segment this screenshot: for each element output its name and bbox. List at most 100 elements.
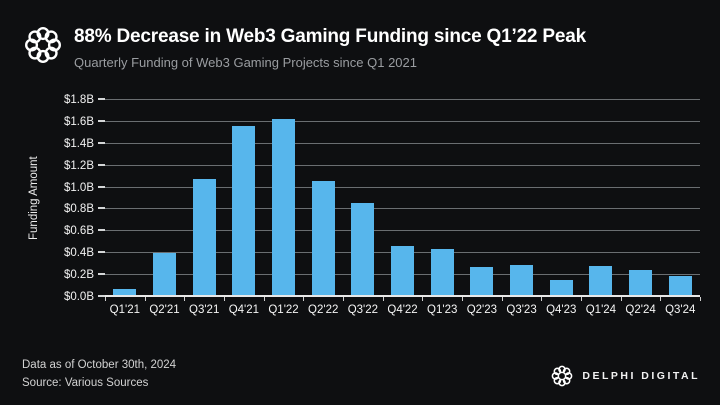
- x-tick-mark: [263, 297, 265, 301]
- x-tick-mark: [541, 297, 543, 301]
- x-tick-label: Q4'21: [228, 304, 260, 316]
- x-tick-label: Q2'21: [149, 304, 180, 316]
- brand-wordmark: DELPHI DIGITAL: [582, 370, 700, 382]
- x-tick-mark: [184, 297, 186, 301]
- x-tick-label: Q1'21: [109, 304, 140, 316]
- y-tick-label: $0.2B: [63, 269, 94, 282]
- gridline: [105, 295, 700, 297]
- x-tick-label: Q1'24: [585, 304, 617, 316]
- bar: [311, 181, 335, 297]
- x-tick-mark: [501, 297, 503, 301]
- x-tick-label: Q3'21: [189, 304, 220, 316]
- gridline: [105, 164, 700, 166]
- y-tick-label: $0.0B: [63, 291, 94, 303]
- x-tick-mark: [581, 297, 582, 301]
- bar: [629, 269, 653, 297]
- y-tick-mark: [98, 251, 105, 254]
- bar: [430, 248, 454, 297]
- bar-column: [422, 100, 462, 297]
- x-tick-mark: [144, 297, 146, 301]
- y-tick-mark: [98, 163, 105, 166]
- bar-column: [105, 100, 145, 297]
- y-tick-label: $1.6B: [63, 115, 94, 128]
- source-note: Source: Various Sources: [22, 377, 149, 389]
- bar: [192, 178, 216, 297]
- data-as-of-note: Data as of October 30th, 2024: [22, 359, 177, 371]
- x-tick-mark: [105, 297, 106, 301]
- gridline: [105, 120, 700, 122]
- header-text: 88% Decrease in Web3 Gaming Funding sinc…: [74, 24, 586, 70]
- y-tick-label: $1.0B: [63, 181, 94, 194]
- y-tick-label: $1.4B: [63, 137, 94, 150]
- x-tick-mark: [620, 297, 622, 301]
- y-tick-label: $0.4B: [63, 247, 94, 260]
- x-tick-mark: [224, 297, 225, 301]
- x-tick-mark: [660, 297, 662, 301]
- y-tick-label: $0.8B: [63, 203, 94, 216]
- x-tick-label: Q4'23: [546, 304, 577, 316]
- x-tick-label: Q4'22: [387, 304, 418, 316]
- delphi-ring-logo-icon: [550, 364, 574, 388]
- x-tick-mark: [343, 297, 344, 301]
- bars-container: [105, 100, 700, 297]
- bar: [232, 126, 256, 297]
- bar: [589, 266, 613, 297]
- x-tick-mark: [422, 297, 424, 301]
- x-tick-mark: [462, 297, 463, 301]
- bar: [153, 253, 176, 297]
- bar-column: [581, 100, 621, 297]
- x-tick-label: Q3'23: [506, 304, 537, 316]
- plot-area: [98, 98, 701, 301]
- delphi-ring-logo-icon: [22, 24, 64, 66]
- bar-column: [660, 100, 700, 297]
- bar-column: [303, 100, 343, 297]
- gridline: [105, 142, 700, 144]
- footer-notes: Data as of October 30th, 2024 Source: Va…: [22, 356, 176, 392]
- y-tick-mark: [98, 273, 105, 276]
- bar: [668, 276, 692, 297]
- y-axis-title: Funding Amount: [28, 156, 40, 241]
- x-tick-label: Q2'24: [625, 304, 656, 316]
- bar-column: [383, 100, 423, 297]
- bar-column: [541, 100, 581, 297]
- bar: [391, 245, 415, 297]
- bar: [113, 289, 137, 297]
- bar-column: [343, 100, 383, 297]
- y-tick-mark: [98, 295, 105, 297]
- bar: [470, 267, 494, 297]
- x-tick-label: Q1'22: [268, 304, 299, 316]
- x-tick-label: Q2'22: [308, 304, 339, 316]
- bar-column: [502, 100, 542, 297]
- bar-column: [184, 100, 224, 297]
- x-tick-mark: [303, 297, 305, 301]
- x-tick-label: Q1'23: [427, 304, 458, 316]
- y-tick-mark: [98, 119, 105, 122]
- x-tick-label: Q3'24: [665, 304, 696, 316]
- x-axis-labels: Q1'21 Q2'21 Q3'21 Q4'21 Q1'22 Q2'22 Q3'22 Q4'22…: [105, 304, 700, 316]
- header: 88% Decrease in Web3 Gaming Funding sinc…: [22, 24, 698, 70]
- bar: [510, 265, 534, 297]
- bar-column: [264, 100, 304, 297]
- bar-column: [145, 100, 185, 297]
- y-tick-label: $0.6B: [63, 225, 94, 238]
- brand-lockup: DELPHI DIGITAL: [550, 364, 700, 388]
- x-tick-mark: [700, 297, 701, 301]
- chart-subtitle: Quarterly Funding of Web3 Gaming Project…: [74, 55, 417, 70]
- bar-column: [621, 100, 661, 297]
- x-tick-mark: [382, 297, 384, 301]
- y-tick-mark: [98, 98, 105, 100]
- bar: [272, 118, 296, 297]
- y-tick-label: $1.8B: [63, 94, 94, 106]
- gridline: [105, 186, 700, 188]
- x-tick-label: Q3'22: [347, 304, 379, 316]
- gridline: [105, 208, 700, 210]
- x-tick-label: Q2'23: [466, 304, 498, 316]
- y-tick-mark: [98, 207, 105, 210]
- y-axis-labels: $0.0B $0.2B $0.4B $0.6B $0.8B $1.0B $1.2B $1.4B…: [42, 94, 98, 303]
- gridline: [105, 230, 700, 232]
- gridline: [105, 99, 700, 100]
- y-tick-mark: [98, 229, 105, 232]
- bar-column: [224, 100, 264, 297]
- bar-column: [462, 100, 502, 297]
